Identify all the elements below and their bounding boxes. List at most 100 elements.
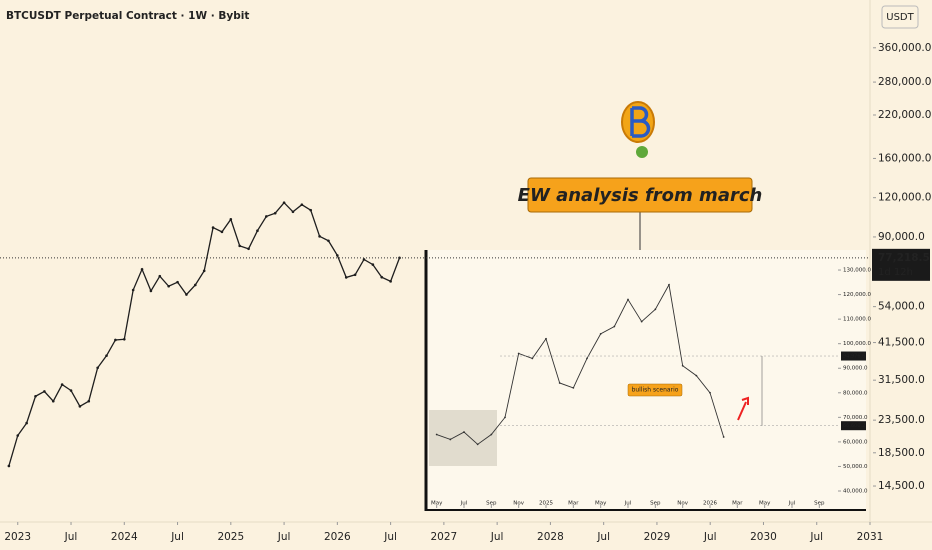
- price-point: [194, 283, 197, 287]
- price-point: [654, 308, 657, 311]
- price-point: [51, 399, 55, 403]
- price-point: [449, 438, 452, 441]
- y-tick-label: 90,000.0: [878, 231, 925, 243]
- price-point: [353, 273, 357, 277]
- price-point: [695, 374, 698, 377]
- price-point: [211, 226, 215, 229]
- bitcoin-logo: [636, 146, 648, 158]
- y-tick-label: 80,000.0: [843, 390, 868, 396]
- x-tick-label: Jul: [277, 531, 291, 543]
- price-point: [176, 280, 179, 284]
- x-tick-label: 2025: [539, 501, 553, 507]
- y-tick-label: 23,500.0: [878, 414, 925, 426]
- price-point: [60, 383, 64, 386]
- x-tick-label: Jul: [64, 531, 78, 543]
- x-tick-label: Jul: [809, 531, 823, 543]
- y-tick-label: 18,500.0: [878, 447, 925, 459]
- x-tick-label: 2024: [111, 531, 138, 543]
- price-point: [490, 433, 493, 436]
- price-point: [722, 436, 725, 438]
- price-point: [291, 210, 295, 214]
- price-point: [531, 357, 534, 360]
- annotation-box: [527, 177, 753, 213]
- y-tick-label: 120,000.0: [843, 292, 871, 298]
- y-tick-label: 70,000.0: [843, 415, 868, 421]
- price-point: [681, 364, 684, 367]
- price-point: [435, 433, 438, 436]
- x-tick-label: 2026: [324, 531, 351, 543]
- price-point: [238, 244, 241, 248]
- price-point: [300, 203, 304, 206]
- y-tick-label: 130,000.0: [843, 268, 871, 274]
- price-point: [87, 399, 91, 403]
- level-label: 94,976.6: [843, 354, 865, 360]
- price-point: [709, 391, 711, 394]
- x-tick-label: Jul: [788, 501, 796, 507]
- price-point: [517, 352, 520, 355]
- price-point: [16, 434, 20, 437]
- y-tick-label: 54,000.0: [878, 301, 925, 313]
- y-tick-label: 160,000.0: [878, 152, 931, 164]
- x-tick-label: Mar: [732, 501, 743, 507]
- price-point: [105, 354, 108, 357]
- price-point: [344, 276, 348, 279]
- currency: USDT: [886, 12, 914, 23]
- price-point: [140, 267, 144, 271]
- price-point: [25, 421, 28, 425]
- y-tick-label: 280,000.0: [878, 76, 931, 88]
- last-price-box: [872, 248, 930, 281]
- y-tick-label: 60,000.0: [843, 439, 868, 445]
- chart-title: BTCUSDT Perpetual Contract · 1W · Bybit: [6, 10, 249, 22]
- price-point: [282, 201, 286, 204]
- price-point: [7, 464, 11, 468]
- price-point: [220, 230, 224, 234]
- price-point: [131, 288, 135, 292]
- price-point: [545, 337, 547, 340]
- x-tick-label: Nov: [513, 501, 524, 507]
- x-tick-label: Jul: [460, 501, 468, 507]
- price-point: [327, 239, 330, 243]
- price-point: [167, 284, 170, 288]
- price-point: [558, 382, 561, 384]
- price-point: [476, 443, 479, 446]
- price-point: [613, 325, 616, 328]
- price-point: [114, 338, 117, 342]
- x-tick-label: May: [431, 501, 443, 507]
- price-point: [504, 416, 506, 419]
- x-tick-label: May: [759, 501, 771, 507]
- price-point: [158, 274, 162, 278]
- price-point: [122, 338, 126, 341]
- x-tick-label: Jul: [624, 501, 632, 507]
- price-point: [336, 254, 339, 257]
- y-tick-label: 50,000.0: [843, 464, 868, 470]
- scenario-label: bullish scenario: [632, 387, 679, 394]
- price-point: [463, 431, 465, 433]
- target-arrow: [737, 396, 749, 421]
- y-tick-label: 14,500.0: [878, 480, 925, 492]
- y-tick-label: 41,500.0: [878, 337, 925, 349]
- bitcoin-logo: [630, 106, 651, 138]
- y-tick-label: 110,000.0: [843, 317, 871, 323]
- countdown: 1d 12h: [878, 267, 913, 278]
- price-point: [668, 283, 670, 286]
- currency-box[interactable]: [881, 5, 919, 29]
- price-point: [149, 289, 153, 293]
- annotation: EW analysis from march: [518, 185, 763, 206]
- price-point: [362, 258, 366, 261]
- price-point: [34, 394, 37, 398]
- price-point: [256, 229, 259, 233]
- x-tick-label: Jul: [170, 531, 184, 543]
- scenario-box: [627, 383, 683, 397]
- y-tick-label: 31,500.0: [878, 374, 925, 386]
- x-tick-label: Jul: [596, 531, 610, 543]
- price-point: [309, 208, 313, 212]
- x-tick-label: 2030: [750, 531, 777, 543]
- price-point: [265, 215, 268, 218]
- level-label: 66,600.2: [843, 423, 865, 429]
- level-box: [841, 351, 866, 361]
- x-tick-label: 2025: [217, 531, 244, 543]
- y-tick-label: 220,000.0: [878, 109, 931, 121]
- price-point: [43, 390, 46, 393]
- price-point: [389, 280, 392, 283]
